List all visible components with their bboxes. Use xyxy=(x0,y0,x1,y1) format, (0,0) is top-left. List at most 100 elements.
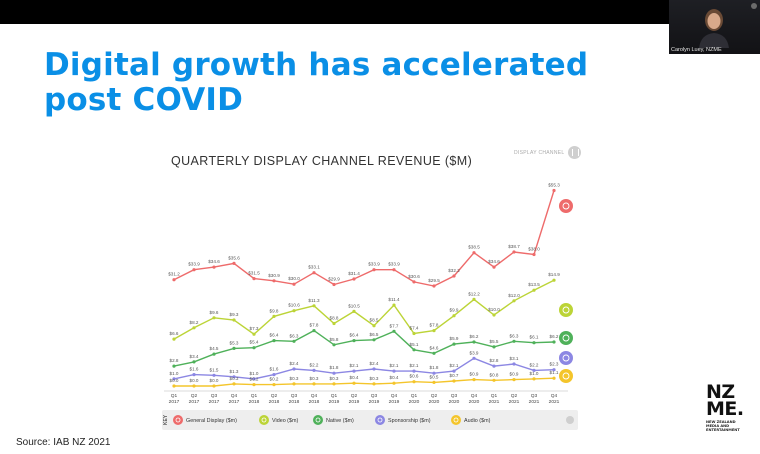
x-tick-label: 2018 xyxy=(249,399,260,405)
x-tick-label: Q2 xyxy=(351,393,358,399)
x-tick-label: Q3 xyxy=(371,393,378,399)
data-label: $2.1 xyxy=(390,363,399,368)
data-label: $3.1 xyxy=(510,356,519,361)
display-channel-label: DISPLAY CHANNEL xyxy=(514,149,565,156)
general-display-icon-glyph xyxy=(562,202,570,210)
x-tick-label: 2019 xyxy=(349,399,360,405)
data-point xyxy=(452,274,456,278)
video-call-thumbnail[interactable]: Carolyn Luey, NZME xyxy=(669,0,760,54)
data-point xyxy=(232,346,236,350)
data-point xyxy=(332,282,336,287)
data-point xyxy=(172,377,176,381)
series-line-1 xyxy=(173,279,555,340)
data-label: $8.5 xyxy=(370,318,379,323)
data-point xyxy=(272,339,276,343)
data-label: $9.6 xyxy=(210,310,219,315)
data-point xyxy=(272,383,276,387)
x-tick-label: 2020 xyxy=(469,399,480,405)
data-point xyxy=(272,314,276,318)
x-tick-label: 2018 xyxy=(269,399,280,405)
legend-swatch-glyph xyxy=(261,417,267,423)
data-label: $5.5 xyxy=(490,339,499,344)
data-label: $1.6 xyxy=(270,367,279,372)
x-tick-label: Q1 xyxy=(171,393,178,399)
x-tick-label: 2021 xyxy=(549,399,560,405)
data-label: $32.2 xyxy=(448,268,460,273)
data-label: $9.9 xyxy=(450,308,459,313)
data-point xyxy=(332,343,336,347)
x-tick-label: 2017 xyxy=(189,399,200,405)
data-label: $0.3 xyxy=(330,376,339,381)
data-label: $1.0 xyxy=(250,371,259,376)
data-point xyxy=(412,331,416,336)
data-label: $6.5 xyxy=(370,332,379,337)
data-point xyxy=(552,368,556,372)
display-channel-icon xyxy=(568,146,582,159)
data-label: $0.2 xyxy=(270,377,279,382)
data-label: $1.0 xyxy=(530,371,539,376)
x-tick-label: Q1 xyxy=(331,393,338,399)
x-tick-label: Q2 xyxy=(511,393,518,399)
data-label: $2.4 xyxy=(290,361,299,366)
data-label: $8.2 xyxy=(190,320,199,325)
data-point xyxy=(432,284,436,288)
data-label: $38.0 xyxy=(528,247,540,252)
data-label: $7.8 xyxy=(310,323,319,328)
data-point xyxy=(392,381,396,385)
data-point xyxy=(372,268,376,272)
data-point xyxy=(412,380,416,384)
x-tick-label: 2017 xyxy=(209,399,220,405)
data-label: $6.3 xyxy=(290,333,299,338)
data-label: $0.3 xyxy=(230,376,239,381)
data-label: $2.1 xyxy=(410,363,419,368)
x-tick-label: 2021 xyxy=(529,399,540,405)
data-label: $9.8 xyxy=(270,308,279,313)
x-tick-label: Q3 xyxy=(291,393,298,399)
data-label: $2.1 xyxy=(450,363,459,368)
data-point xyxy=(212,384,216,388)
legend-swatch-3 xyxy=(375,415,385,425)
mic-icon xyxy=(751,3,757,9)
data-point xyxy=(352,369,356,373)
data-label: $10.0 xyxy=(488,307,500,312)
data-label: $1.8 xyxy=(430,365,439,370)
data-point xyxy=(312,329,316,333)
data-point xyxy=(532,368,536,372)
native-icon xyxy=(559,331,573,345)
data-point xyxy=(192,384,196,388)
data-label: $7.4 xyxy=(410,326,419,331)
data-label: $6.3 xyxy=(510,333,519,338)
x-tick-label: 2018 xyxy=(289,399,300,405)
x-tick-label: 2017 xyxy=(229,399,240,405)
data-point xyxy=(212,316,216,320)
data-point xyxy=(252,377,256,381)
data-label: $2.8 xyxy=(170,358,179,363)
data-label: $1.6 xyxy=(190,367,199,372)
participant-name: Carolyn Luey, NZME xyxy=(671,47,722,53)
x-tick-label: Q4 xyxy=(471,393,478,399)
data-point xyxy=(252,346,256,350)
sponsorship-icon xyxy=(559,351,573,365)
data-label: $34.6 xyxy=(488,259,500,264)
data-label: $30.9 xyxy=(268,273,280,278)
data-point xyxy=(192,360,196,364)
data-point xyxy=(452,379,456,383)
data-point xyxy=(452,342,456,346)
data-point xyxy=(192,326,196,330)
series-line-2 xyxy=(173,329,555,367)
data-point xyxy=(332,371,336,375)
data-point xyxy=(312,271,316,275)
data-point xyxy=(292,309,296,313)
data-label: $0.0 xyxy=(170,378,179,383)
participant-video-icon xyxy=(699,9,729,48)
data-point xyxy=(472,378,476,382)
data-label: $5.1 xyxy=(410,342,419,347)
legend-swatch-0 xyxy=(173,415,183,425)
top-black-bar xyxy=(0,0,760,24)
x-tick-label: 2021 xyxy=(509,399,520,405)
series-line-3 xyxy=(173,357,555,380)
data-label: $0.4 xyxy=(350,375,359,380)
data-label: $29.9 xyxy=(328,277,340,282)
data-point xyxy=(532,341,536,345)
logo-mark-line2: ME. xyxy=(706,398,744,420)
